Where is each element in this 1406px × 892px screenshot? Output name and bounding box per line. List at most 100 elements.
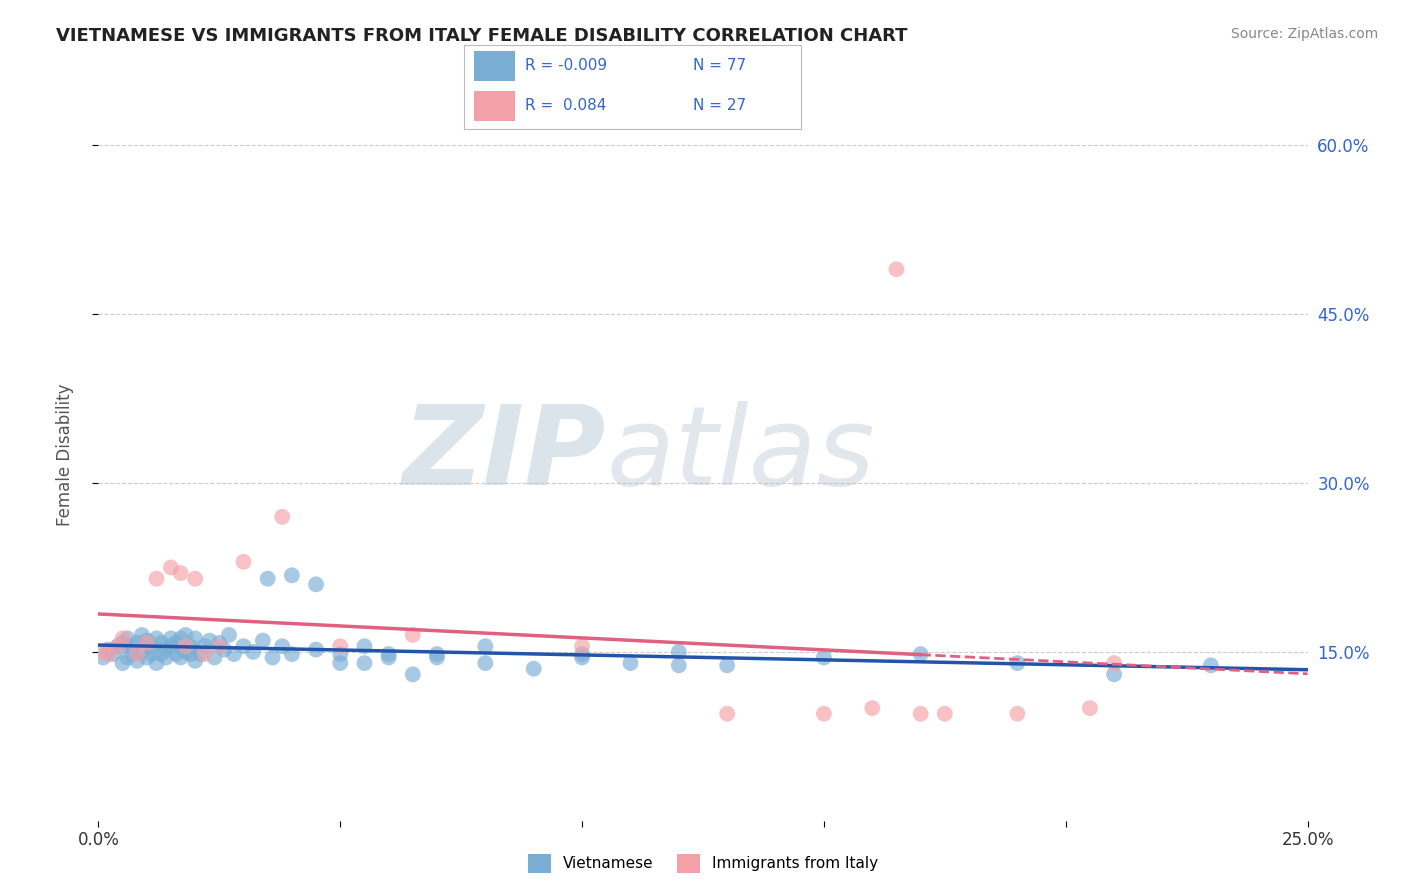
Text: N = 27: N = 27 (693, 98, 747, 113)
Point (107, 639, 129, 653)
Point (184, 572, 207, 586)
Point (198, 633, 221, 648)
Point (910, 647, 932, 661)
Point (155, 642, 177, 657)
Point (252, 633, 274, 648)
Point (1007, 706, 1029, 721)
Text: R = -0.009: R = -0.009 (524, 58, 607, 73)
Point (208, 639, 231, 653)
Point (934, 706, 956, 721)
Point (886, 262, 908, 277)
Point (813, 706, 835, 721)
Point (1007, 656, 1029, 670)
Point (111, 656, 134, 670)
Point (262, 650, 284, 665)
Point (305, 577, 328, 591)
Point (194, 647, 217, 661)
Point (160, 639, 183, 653)
Point (121, 639, 143, 653)
Text: atlas: atlas (606, 401, 875, 508)
Point (271, 639, 294, 653)
Point (127, 636, 149, 650)
Point (813, 650, 835, 665)
Point (121, 647, 143, 661)
Point (474, 656, 496, 670)
Point (329, 647, 352, 661)
Point (145, 656, 167, 670)
Point (165, 647, 187, 661)
Point (329, 656, 352, 670)
Point (1102, 656, 1125, 670)
Point (1078, 701, 1101, 715)
Point (169, 632, 191, 646)
Point (127, 654, 149, 668)
Point (169, 650, 191, 665)
Point (571, 639, 593, 653)
Point (474, 639, 496, 653)
Point (97, 642, 120, 657)
Point (179, 647, 201, 661)
Point (281, 647, 304, 661)
Point (101, 647, 124, 661)
Point (329, 639, 352, 653)
Point (111, 632, 134, 646)
Point (218, 628, 240, 642)
Point (523, 662, 546, 676)
Point (160, 560, 183, 574)
Text: N = 77: N = 77 (693, 58, 747, 73)
Point (402, 667, 425, 681)
Point (194, 639, 217, 653)
Point (150, 647, 173, 661)
Point (212, 642, 235, 657)
Point (165, 636, 187, 650)
Point (131, 645, 153, 659)
Point (184, 654, 207, 668)
Point (256, 572, 278, 586)
Point (150, 636, 173, 650)
Point (117, 632, 139, 646)
Point (174, 639, 197, 653)
Point (188, 647, 211, 661)
Point (305, 642, 328, 657)
Point (232, 639, 254, 653)
Point (97, 647, 120, 661)
Point (426, 650, 449, 665)
Point (141, 647, 163, 661)
Point (668, 658, 690, 673)
Point (281, 568, 304, 582)
Point (353, 639, 375, 653)
Text: R =  0.084: R = 0.084 (524, 98, 606, 113)
Point (179, 639, 201, 653)
Point (402, 628, 425, 642)
Point (174, 645, 197, 659)
Point (135, 633, 157, 648)
Point (91, 645, 114, 659)
Point (271, 509, 294, 524)
Point (222, 647, 245, 661)
Point (135, 636, 157, 650)
Point (377, 647, 399, 661)
Point (716, 658, 738, 673)
Point (353, 656, 375, 670)
Point (232, 555, 254, 569)
Point (619, 656, 641, 670)
Y-axis label: Female Disability: Female Disability (56, 384, 75, 526)
Point (169, 566, 191, 580)
Point (204, 650, 226, 665)
Point (141, 639, 163, 653)
Point (377, 650, 399, 665)
Text: ZIP: ZIP (402, 401, 606, 508)
Point (174, 628, 197, 642)
Point (145, 632, 167, 646)
Text: Source: ZipAtlas.com: Source: ZipAtlas.com (1230, 27, 1378, 41)
Point (160, 632, 183, 646)
Point (426, 647, 449, 661)
Point (155, 650, 177, 665)
Point (135, 650, 157, 665)
Point (716, 706, 738, 721)
Point (571, 650, 593, 665)
Point (131, 628, 153, 642)
Point (571, 647, 593, 661)
Point (910, 706, 932, 721)
Point (145, 572, 167, 586)
